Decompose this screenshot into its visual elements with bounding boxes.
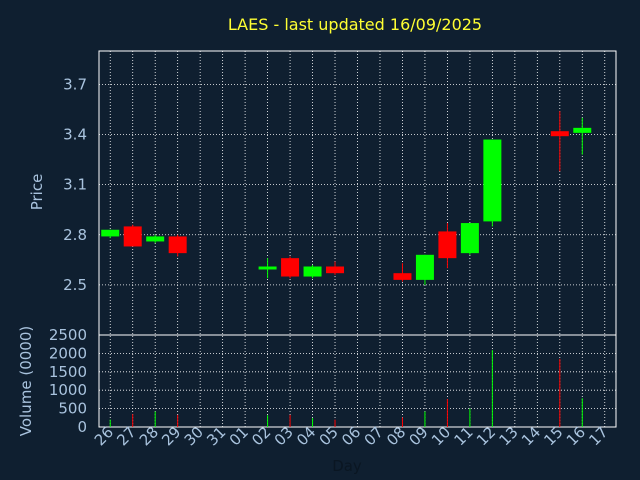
volume-axis-label: Volume (0000) bbox=[17, 326, 35, 436]
grid-lines bbox=[99, 51, 616, 428]
volume-tick-label: 1000 bbox=[49, 381, 87, 399]
candle-body bbox=[550, 131, 569, 137]
candle-body bbox=[101, 229, 120, 237]
candle-body bbox=[460, 223, 479, 254]
candle-body bbox=[281, 258, 300, 277]
candle-body bbox=[393, 273, 412, 280]
candle-body bbox=[168, 236, 187, 254]
price-tick-label: 3.4 bbox=[63, 126, 87, 144]
candle-body bbox=[326, 266, 345, 274]
candle-body bbox=[438, 231, 457, 259]
price-panel-background bbox=[98, 50, 617, 336]
price-tick-label: 2.5 bbox=[63, 276, 87, 294]
price-candles bbox=[101, 111, 592, 285]
candle-body bbox=[573, 127, 592, 133]
price-axis-label: Price bbox=[28, 174, 46, 211]
volume-tick-label: 1500 bbox=[49, 363, 87, 381]
candle-body bbox=[415, 254, 434, 280]
price-tick-label: 3.1 bbox=[63, 176, 87, 194]
chart-title: LAES - last updated 16/09/2025 bbox=[228, 15, 482, 34]
candle-body bbox=[123, 226, 142, 247]
candle-body bbox=[303, 266, 322, 277]
price-axis-ticks: 2.5 2.8 3.1 3.4 3.7 bbox=[63, 75, 87, 293]
volume-bars bbox=[109, 350, 583, 427]
x-axis-label: Day bbox=[332, 457, 362, 475]
volume-tick-label: 2500 bbox=[49, 326, 87, 344]
x-axis-ticks: 2627282930310102030405060708091011121314… bbox=[91, 423, 612, 449]
price-tick-label: 3.7 bbox=[63, 75, 87, 93]
candle-body bbox=[258, 266, 277, 270]
volume-tick-label: 2000 bbox=[49, 344, 87, 362]
volume-tick-label: 500 bbox=[58, 400, 87, 418]
price-tick-label: 2.8 bbox=[63, 226, 87, 244]
candle-body bbox=[146, 236, 165, 242]
candle-body bbox=[483, 139, 502, 222]
volume-tick-label: 0 bbox=[77, 418, 87, 436]
